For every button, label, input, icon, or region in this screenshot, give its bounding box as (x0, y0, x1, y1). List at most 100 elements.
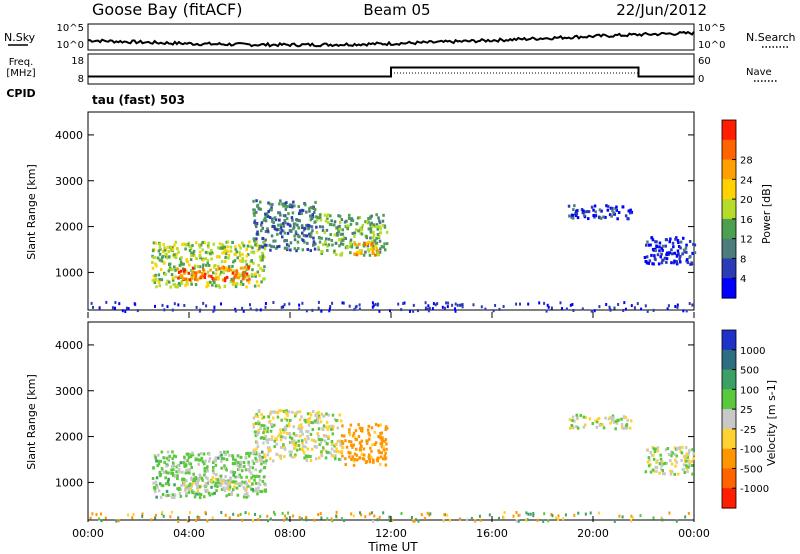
data-cell (252, 461, 256, 465)
data-cell (272, 416, 275, 420)
data-cell (678, 257, 681, 261)
power-ylabel: Slant Range [km] (25, 164, 38, 260)
ground-scatter-cell (330, 517, 333, 521)
y-tick-label: 3000 (55, 385, 83, 398)
data-cell (257, 429, 260, 433)
data-cell (285, 409, 288, 413)
data-cell (219, 476, 223, 480)
data-cell (201, 478, 204, 482)
data-cell (264, 488, 267, 492)
data-cell (228, 485, 232, 489)
data-cell (305, 234, 309, 238)
data-cell (315, 215, 318, 219)
ground-scatter-cell (220, 511, 223, 514)
data-cell (259, 426, 262, 430)
colorbar-frame (721, 329, 737, 509)
data-cell (235, 482, 239, 485)
data-cell (374, 441, 378, 445)
data-cell (183, 457, 186, 461)
data-cell (242, 495, 246, 499)
data-cell (181, 267, 185, 271)
data-cell (256, 431, 259, 434)
data-cell (319, 420, 323, 424)
data-cell (327, 413, 330, 417)
data-cell (674, 464, 677, 468)
data-cell (235, 282, 239, 286)
data-cell (250, 476, 253, 480)
data-cell (375, 247, 378, 251)
ground-scatter-cell (624, 307, 627, 311)
data-cell (233, 252, 236, 256)
data-cell (353, 452, 357, 456)
data-cell (298, 418, 302, 422)
colorbar-tick-label: 4 (740, 274, 746, 285)
data-cell (168, 493, 171, 497)
data-cell (256, 230, 259, 234)
data-cell (234, 247, 237, 251)
data-cell (264, 435, 268, 439)
data-cell (340, 251, 344, 255)
data-cell (319, 438, 322, 442)
data-cell (290, 216, 294, 220)
data-cell (327, 243, 331, 247)
data-cell (243, 271, 247, 274)
data-cell (264, 219, 268, 223)
data-cell (371, 251, 375, 254)
data-cell (307, 423, 311, 427)
ground-scatter-cell (328, 309, 331, 313)
data-cell (155, 476, 159, 480)
data-cell (255, 412, 258, 416)
colorbar-tick-label: -100 (740, 445, 763, 456)
data-cell (381, 457, 385, 461)
data-cell (265, 243, 268, 247)
data-cell (317, 434, 320, 438)
data-cell (162, 250, 165, 254)
ground-scatter-cell (512, 514, 515, 518)
colorbar-swatch (722, 218, 736, 240)
data-cell (187, 456, 191, 459)
data-cell (317, 427, 321, 431)
data-cell (268, 216, 272, 219)
data-cell (248, 454, 251, 458)
data-cell (379, 247, 382, 251)
ground-scatter-cell (298, 307, 301, 311)
ground-scatter-cell (561, 307, 563, 311)
data-cell (221, 244, 224, 248)
ground-scatter-cell (409, 309, 411, 313)
data-cell (254, 434, 258, 438)
data-cell (213, 264, 216, 268)
data-cell (252, 416, 256, 420)
data-cell (253, 284, 257, 288)
data-cell (201, 265, 204, 269)
data-cell (367, 217, 370, 220)
data-cell (658, 462, 662, 466)
data-cell (191, 277, 194, 280)
data-cell (199, 493, 203, 497)
noise-sky-line (87, 30, 695, 48)
data-cell (385, 242, 389, 246)
data-cell (316, 216, 320, 220)
ground-scatter-cell (161, 303, 164, 307)
data-cell (298, 434, 302, 438)
data-cell (169, 285, 172, 289)
data-cell (255, 474, 258, 478)
data-cell (254, 274, 257, 278)
ground-scatter-cell (597, 511, 600, 515)
data-cell (267, 448, 270, 452)
data-cell (286, 222, 290, 226)
data-cell (301, 226, 304, 229)
data-cell (665, 257, 669, 261)
data-cell (666, 447, 670, 450)
data-cell (245, 254, 249, 258)
data-cell (370, 214, 373, 218)
data-cell (254, 243, 257, 247)
data-cell (625, 426, 628, 430)
data-cell (684, 455, 687, 459)
data-cell (171, 450, 174, 454)
data-cell (679, 240, 683, 244)
data-cell (374, 225, 377, 228)
data-cell (249, 485, 252, 489)
data-cell (283, 455, 286, 458)
data-cell (278, 218, 281, 222)
data-cell (312, 439, 316, 443)
